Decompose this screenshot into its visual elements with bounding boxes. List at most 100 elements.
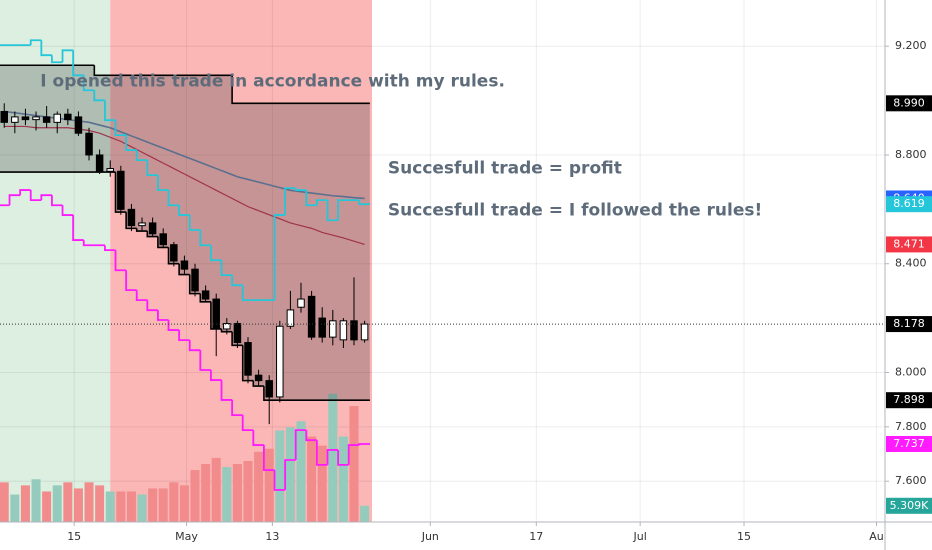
price-tag-label: 8.471	[893, 237, 925, 250]
volume-bar	[328, 393, 338, 522]
volume-bar	[105, 491, 115, 522]
annotation: I opened this trade in accordance with m…	[40, 72, 505, 92]
candle-body	[53, 113, 61, 123]
price-tag	[886, 236, 932, 253]
price-tag-label: 7.737	[893, 437, 925, 450]
x-tick-label: 13	[265, 530, 279, 543]
price-tag	[886, 392, 932, 409]
candle-body	[148, 222, 157, 235]
candle-body	[191, 268, 199, 292]
volume-bar	[254, 451, 264, 522]
volume-bar	[349, 406, 359, 522]
candle-body	[85, 132, 93, 156]
candle-body	[42, 116, 51, 123]
volume-bar	[20, 485, 30, 522]
volume-bar	[63, 482, 73, 522]
x-tick-label: Jul	[633, 530, 647, 543]
candle-body	[360, 323, 369, 341]
x-tick-label: Jun	[421, 530, 439, 543]
y-tick-label: 8.800	[895, 148, 927, 161]
candle-body	[74, 116, 83, 134]
y-tick-label: 9.200	[895, 39, 927, 52]
price-tag	[886, 95, 932, 112]
volume-bar	[84, 482, 94, 522]
volume-bar	[285, 427, 295, 522]
candle-body	[233, 323, 242, 344]
candle-body	[95, 154, 104, 172]
y-tick-label: 7.600	[895, 474, 927, 487]
candle-body	[21, 116, 30, 121]
candle-body	[138, 222, 146, 227]
candle-body	[159, 233, 167, 246]
candle-body	[254, 374, 263, 382]
candle-body	[170, 244, 178, 262]
series-line	[0, 189, 370, 491]
candle-body	[297, 298, 305, 308]
volume-bar	[42, 491, 52, 522]
annotation: Succesfull trade = I followed the rules!	[388, 201, 762, 221]
volume-bar	[317, 445, 327, 522]
price-tag	[886, 435, 932, 452]
volume-bar	[338, 436, 348, 522]
price-tag	[886, 316, 932, 333]
x-tick-label: Au	[869, 530, 884, 543]
candle-body	[201, 290, 210, 300]
candle-body	[276, 325, 284, 398]
volume-bar	[307, 436, 317, 522]
annotation: Succesfull trade = profit	[388, 159, 622, 179]
volume-bar	[232, 464, 242, 522]
price-tag-label: 8.990	[893, 96, 925, 109]
volume-bar	[275, 430, 285, 522]
volume-bar	[243, 460, 253, 522]
volume-bar	[95, 485, 105, 522]
volume-bar	[126, 491, 136, 522]
price-tag-label: 8.619	[893, 197, 925, 210]
candle-body	[307, 295, 316, 338]
y-tick-label: 8.400	[895, 257, 927, 270]
x-tick-label: 15	[67, 530, 81, 543]
x-tick-label: May	[175, 530, 198, 543]
volume-bar	[137, 494, 147, 522]
candle-body	[11, 116, 19, 123]
candle-body	[339, 320, 348, 341]
zone	[0, 0, 111, 522]
volume-bar	[52, 485, 62, 522]
volume-bar	[360, 505, 370, 522]
y-tick-label: 8.000	[895, 365, 927, 378]
series-line	[0, 39, 370, 302]
candle-body	[32, 116, 40, 121]
price-tag-label: 7.898	[893, 393, 925, 406]
series-line	[0, 171, 370, 401]
volume-bar	[222, 467, 232, 522]
candle-body	[286, 309, 295, 327]
x-tick-label: 15	[737, 530, 751, 543]
candle-body	[180, 260, 189, 270]
time-axis	[0, 522, 932, 550]
price-axis	[885, 0, 932, 550]
candle-body	[318, 317, 326, 338]
volume-bar	[158, 488, 168, 522]
candle-body	[0, 110, 8, 123]
series-line	[4, 125, 365, 245]
volume-bar	[296, 421, 306, 522]
candle-body	[244, 342, 252, 376]
volume-bar	[179, 485, 189, 522]
volume-bar	[211, 457, 221, 522]
candle-body	[212, 298, 220, 330]
volume-bar	[264, 448, 274, 522]
candle-body	[106, 168, 114, 172]
candle-body	[223, 323, 231, 330]
volume-bar	[201, 464, 211, 522]
x-tick-label: 17	[529, 530, 543, 543]
volume-bar	[148, 488, 158, 522]
volume-bar	[190, 470, 200, 522]
candle-body	[329, 320, 337, 338]
volume-bar	[73, 488, 83, 522]
volume-bar	[0, 482, 9, 522]
volume-bar	[31, 479, 41, 522]
candle-body	[64, 113, 72, 121]
volume-bar	[169, 482, 179, 522]
volume-bar	[10, 494, 20, 522]
candle-body	[117, 170, 125, 210]
